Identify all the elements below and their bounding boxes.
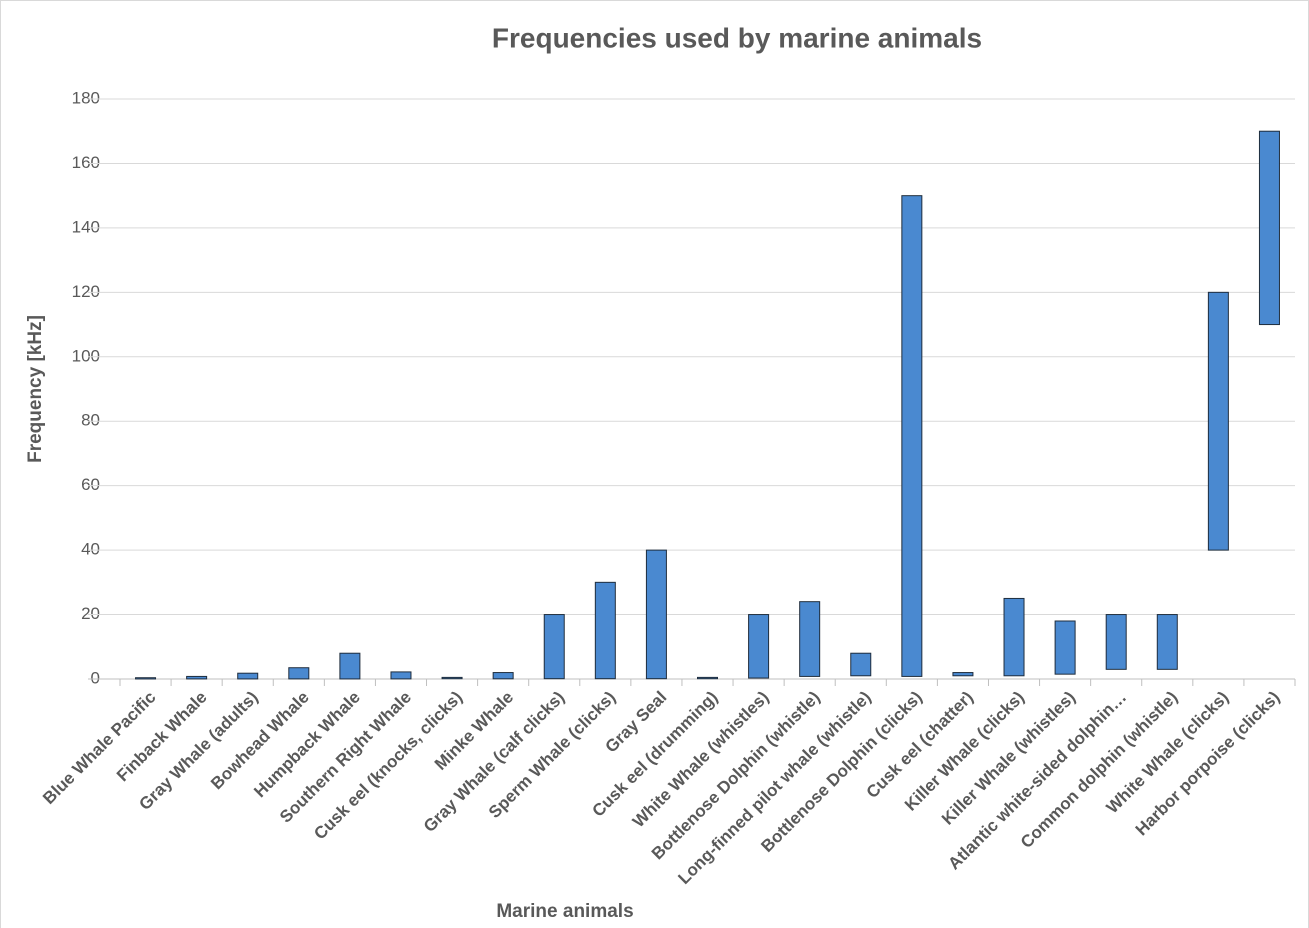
range-bar — [1207, 291, 1229, 551]
range-bar — [952, 672, 974, 677]
y-tick-label: 60 — [81, 475, 100, 494]
range-bar — [237, 672, 259, 680]
chart-title: Frequencies used by marine animals — [492, 22, 982, 53]
y-tick-label: 40 — [81, 540, 100, 559]
range-bar — [645, 549, 667, 680]
range-bar — [1258, 130, 1280, 326]
range-bar — [288, 667, 310, 680]
y-tick-label: 0 — [91, 668, 100, 687]
range-bar — [1105, 614, 1127, 670]
range-bar — [186, 675, 208, 680]
range-bar — [1054, 620, 1076, 675]
x-axis-title: Marine animals — [496, 901, 633, 922]
range-bar — [543, 614, 565, 680]
y-tick-label: 160 — [72, 153, 100, 172]
y-axis-title: Frequency [kHz] — [25, 315, 46, 463]
y-tick-label: 80 — [81, 411, 100, 430]
range-bar — [339, 652, 361, 680]
range-bar — [850, 652, 872, 677]
y-tick-label: 100 — [72, 346, 100, 365]
y-tick-label: 180 — [72, 88, 100, 107]
y-tick-label: 140 — [72, 217, 100, 236]
range-bar — [594, 581, 616, 680]
range-bar — [441, 676, 463, 680]
y-tick-label: 20 — [81, 604, 100, 623]
range-bar — [390, 671, 412, 680]
range-bar — [1156, 614, 1178, 670]
range-bar — [901, 195, 923, 677]
range-bar — [697, 676, 718, 680]
range-bar — [748, 614, 770, 679]
range-bar — [799, 601, 821, 677]
range-bar — [492, 672, 514, 680]
y-tick-label: 120 — [72, 282, 100, 301]
range-bar — [135, 677, 157, 680]
range-bar — [1003, 597, 1025, 677]
